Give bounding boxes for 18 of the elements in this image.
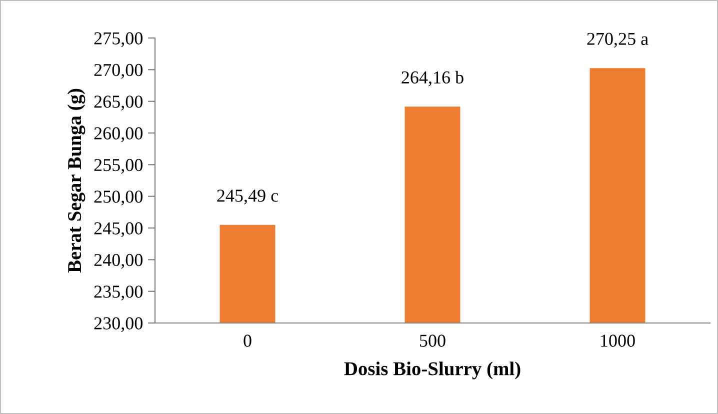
- y-tick-label: 275,00: [94, 32, 143, 48]
- y-tick-label: 255,00: [94, 158, 143, 174]
- data-label: 264,16 b: [402, 70, 464, 86]
- x-tick-label: 0: [244, 334, 252, 347]
- y-axis-title: Berat Segar Bunga (g): [67, 88, 86, 273]
- x-tick-label: 500: [420, 334, 446, 347]
- y-tick-label: 270,00: [94, 64, 143, 79]
- data-label: 245,49 c: [217, 190, 278, 204]
- y-tick-label: 260,00: [94, 127, 143, 142]
- y-tick-label: 250,00: [94, 190, 143, 206]
- y-tick-label: 230,00: [94, 317, 143, 332]
- x-tick-label: 1000: [601, 334, 635, 347]
- data-label: 270,25 a: [587, 32, 648, 48]
- y-tick-label: 235,00: [94, 286, 143, 300]
- x-axis-title: Dosis Bio-Slurry (ml): [344, 362, 520, 380]
- y-tick-label: 240,00: [94, 254, 143, 269]
- y-tick-label: 265,00: [94, 96, 143, 110]
- y-tick-label: 245,00: [94, 222, 143, 238]
